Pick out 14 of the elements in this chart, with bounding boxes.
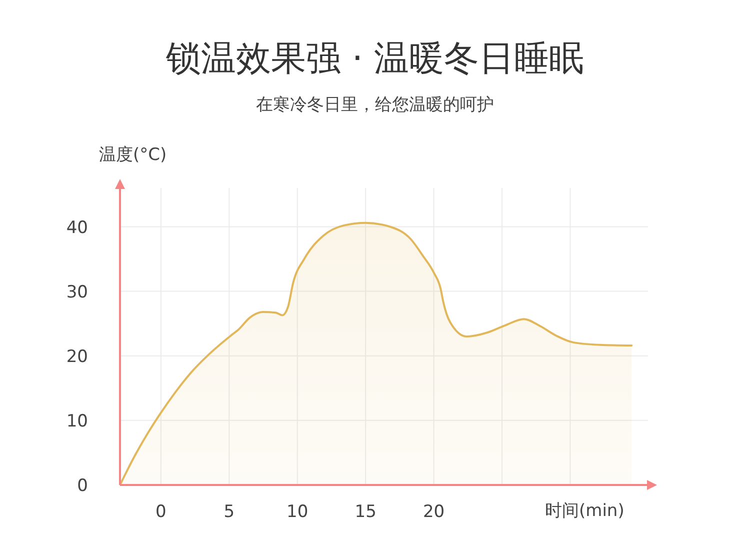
y-tick-label: 20 [66, 346, 88, 367]
x-tick-label: 0 [156, 502, 166, 522]
x-axis-title: 时间(min) [545, 500, 624, 523]
x-tick-label: 20 [422, 502, 445, 522]
x-tick-label: 10 [286, 502, 308, 522]
y-axis-title: 温度(°C) [99, 144, 167, 167]
chart-subtitle: 在寒冷冬日里，给您温暖的呵护 [255, 94, 495, 117]
x-tick-label: 15 [354, 502, 376, 522]
y-tick-label: 40 [66, 218, 88, 238]
y-tick-label: 30 [66, 282, 88, 302]
y-tick-label: 10 [66, 411, 88, 432]
y-tick-label: 0 [77, 476, 88, 496]
chart-title: 锁温效果强 · 温暖冬日睡眠 [164, 38, 586, 81]
x-tick-label: 5 [224, 502, 235, 522]
